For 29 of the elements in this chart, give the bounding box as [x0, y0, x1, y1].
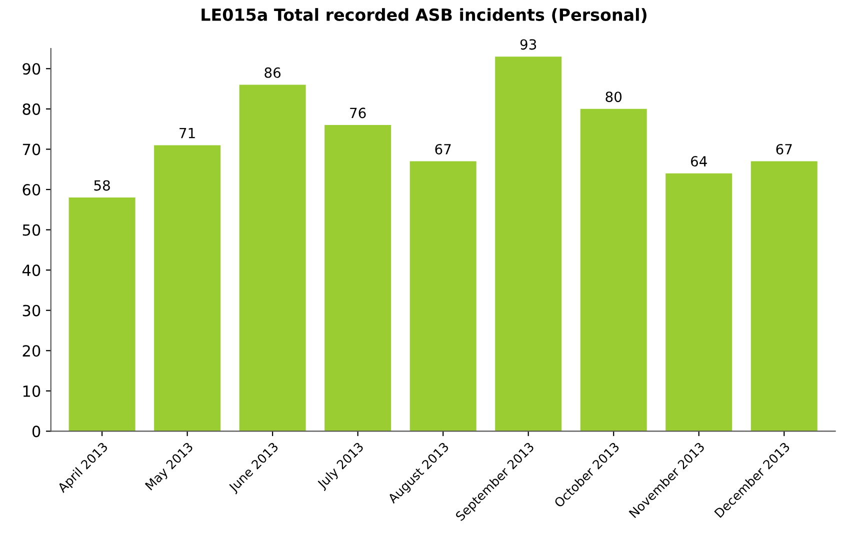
bar [239, 84, 306, 432]
bar [68, 198, 136, 432]
y-tick-label: 60 [22, 184, 40, 196]
bar [580, 108, 647, 432]
y-tick-label: 80 [22, 103, 40, 115]
data-label: 76 [350, 108, 366, 118]
bar [495, 56, 562, 432]
bar [750, 161, 818, 432]
data-label: 93 [520, 39, 536, 50]
y-tick-label: 70 [22, 144, 40, 156]
chart-title: LE015a Total recorded ASB incidents (Personal) [202, 8, 646, 23]
data-label: 67 [435, 144, 451, 154]
y-tick-label: 10 [23, 385, 40, 397]
bar [324, 125, 392, 432]
y-tick-label: 40 [22, 264, 40, 276]
bar [666, 173, 732, 432]
data-label: 58 [94, 180, 110, 191]
bar [154, 145, 221, 432]
data-label: 67 [776, 144, 792, 154]
y-tick-label: 90 [22, 63, 40, 75]
y-tick-label: 50 [22, 224, 40, 236]
y-tick-label: 30 [22, 304, 40, 316]
data-label: 64 [690, 156, 707, 167]
bar [410, 161, 476, 432]
data-label: 80 [606, 92, 622, 102]
y-tick-label: 20 [22, 345, 40, 357]
y-tick-label: 0 [32, 426, 40, 438]
data-label: 71 [180, 128, 195, 138]
data-label: 86 [264, 67, 281, 78]
